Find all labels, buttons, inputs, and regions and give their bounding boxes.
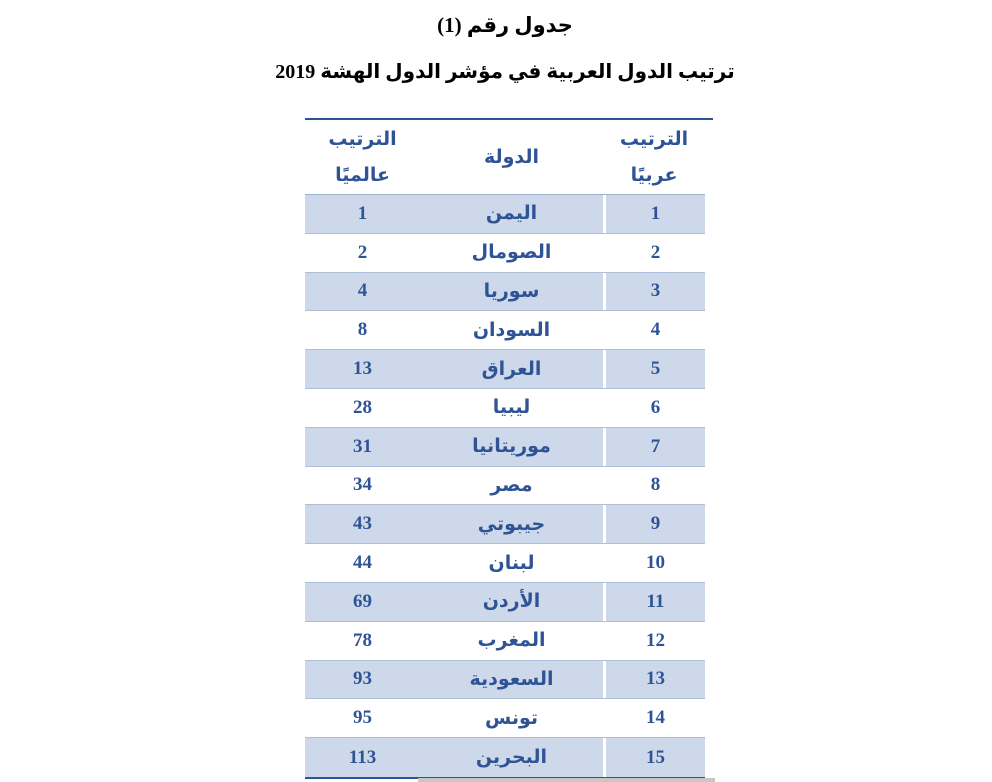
cell-arab-rank: 3 xyxy=(603,272,705,311)
cell-arab-rank: 2 xyxy=(603,233,705,272)
header-arab-rank-line1: الترتيب xyxy=(619,129,689,150)
cell-world-rank: 69 xyxy=(305,582,420,621)
cell-country: الصومال xyxy=(471,242,552,264)
page-title: جدول رقم (1) xyxy=(437,13,573,37)
table-row: 13 السعودية 93 xyxy=(305,660,705,700)
cell-world-rank: 34 xyxy=(353,474,372,496)
cell-country: المغرب xyxy=(477,630,546,652)
cell-world-rank: 28 xyxy=(353,396,372,418)
table-row: 3 سوريا 4 xyxy=(305,272,705,312)
cell-arab-rank: 8 xyxy=(603,466,705,505)
header-cell-country: الدولة xyxy=(420,120,603,194)
header-arab-rank-line2: عربيًا xyxy=(630,165,678,186)
cell-arab-rank: 12 xyxy=(603,621,705,660)
header-world-rank-line1: الترتيب xyxy=(328,129,397,150)
cell-country: مصر xyxy=(490,474,533,496)
cell-country: السودان xyxy=(472,319,551,341)
table-top-border xyxy=(305,118,713,120)
cell-arab-rank: 5 xyxy=(603,350,705,388)
cell-world-rank: 113 xyxy=(305,738,420,777)
cell-world-rank: 93 xyxy=(305,660,420,699)
cell-country: اليمن xyxy=(420,195,603,233)
cell-arab-rank: 9 xyxy=(603,505,705,544)
cell-world-rank: 4 xyxy=(305,272,420,311)
table-header: الترتيب عربيًا الدولة الترتيب عالميًا xyxy=(305,120,705,195)
cell-country: السعودية xyxy=(420,660,603,699)
cell-arab-rank: 10 xyxy=(603,544,705,582)
cell-country: سوريا xyxy=(420,272,603,311)
cell-country: موريتانيا xyxy=(420,427,603,466)
cell-country: الأردن xyxy=(420,582,603,621)
table-caption: ترتيب الدول العربية في مؤشر الدول الهشة … xyxy=(275,61,735,83)
cell-world-rank: 78 xyxy=(353,629,372,651)
cell-arab-rank: 7 xyxy=(603,427,705,466)
cell-country: لبنان xyxy=(488,552,535,574)
cell-arab-rank: 1 xyxy=(603,195,705,233)
cell-country: البحرين xyxy=(420,738,603,777)
header-country-label: الدولة xyxy=(483,147,540,168)
cell-world-rank: 2 xyxy=(357,241,368,263)
table-row: 14 تونس 95 xyxy=(305,699,705,739)
table-row: 9 جيبوتي 43 xyxy=(305,505,705,545)
cell-arab-rank: 15 xyxy=(603,738,705,777)
cell-arab-rank: 4 xyxy=(603,311,705,350)
fragile-states-table: الترتيب عربيًا الدولة الترتيب عالميًا 1 … xyxy=(305,120,705,779)
bottom-gray-bar-fragment xyxy=(418,778,715,782)
cell-country: العراق xyxy=(420,350,603,388)
cell-arab-rank: 13 xyxy=(603,660,705,699)
cell-arab-rank: 6 xyxy=(603,388,705,427)
header-cell-arab-rank: الترتيب عربيًا xyxy=(603,120,705,194)
table-row: 10 لبنان 44 xyxy=(305,544,705,583)
table-row: 15 البحرين 113 xyxy=(305,738,705,777)
cell-world-rank: 43 xyxy=(305,505,420,544)
table-row: 5 العراق 13 xyxy=(305,350,705,389)
cell-arab-rank: 14 xyxy=(603,699,705,738)
cell-world-rank: 31 xyxy=(305,427,420,466)
cell-world-rank: 13 xyxy=(305,350,420,388)
cell-country: ليبيا xyxy=(492,397,531,419)
table-row: 2 الصومال 2 xyxy=(305,233,705,273)
cell-world-rank: 95 xyxy=(353,707,372,729)
table-row: 8 مصر 34 xyxy=(305,466,705,506)
cell-world-rank: 8 xyxy=(357,319,368,341)
table-row: 4 السودان 8 xyxy=(305,311,705,351)
table-row: 1 اليمن 1 xyxy=(305,195,705,234)
cell-country: جيبوتي xyxy=(420,505,603,544)
table-row: 12 المغرب 78 xyxy=(305,621,705,661)
cell-country: تونس xyxy=(484,707,539,729)
cell-world-rank: 44 xyxy=(353,552,372,574)
cell-world-rank: 1 xyxy=(305,195,420,233)
header-world-rank-line2: عالميًا xyxy=(335,165,390,186)
header-cell-world-rank: الترتيب عالميًا xyxy=(305,120,420,194)
table-row: 6 ليبيا 28 xyxy=(305,388,705,428)
cell-arab-rank: 11 xyxy=(603,582,705,621)
table-row: 7 موريتانيا 31 xyxy=(305,427,705,467)
table-row: 11 الأردن 69 xyxy=(305,582,705,622)
